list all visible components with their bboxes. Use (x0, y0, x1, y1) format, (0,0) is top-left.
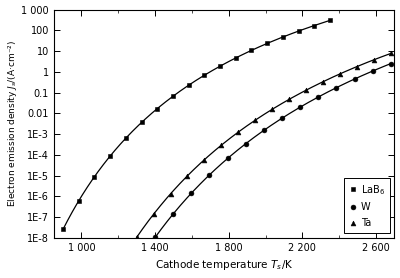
W (280, 116, 284, 120)
Ta (134, 236, 139, 239)
Ta (321, 80, 326, 83)
LaB$_6$ (218, 64, 222, 68)
LaB$_6$ (265, 42, 270, 45)
LaB$_6$ (108, 154, 112, 158)
LaB$_6$ (92, 175, 97, 178)
LaB$_6$ (155, 107, 160, 110)
W (388, 62, 393, 65)
Ta (219, 143, 224, 147)
LaB$_6$ (202, 74, 207, 77)
Ta (236, 130, 241, 134)
Ta (168, 192, 173, 195)
Line: LaB$_6$: LaB$_6$ (60, 18, 332, 232)
Ta (354, 65, 359, 68)
W (153, 236, 158, 239)
Legend: LaB$_6$, W, Ta: LaB$_6$, W, Ta (344, 178, 390, 233)
Ta (287, 98, 292, 101)
LaB$_6$ (280, 35, 285, 39)
LaB$_6$ (328, 19, 332, 22)
Ta (151, 212, 156, 216)
LaB$_6$ (233, 56, 238, 59)
LaB$_6$ (186, 84, 191, 87)
LaB$_6$ (312, 24, 317, 27)
LaB$_6$ (61, 228, 66, 231)
W (334, 86, 339, 89)
W (189, 192, 194, 195)
Line: W: W (153, 61, 393, 240)
W (370, 70, 375, 73)
Line: Ta: Ta (134, 51, 393, 240)
W (243, 142, 248, 145)
LaB$_6$ (296, 29, 301, 33)
W (316, 95, 321, 99)
X-axis label: Cathode temperature $T_s$/K: Cathode temperature $T_s$/K (155, 259, 293, 272)
Ta (304, 88, 308, 92)
Ta (372, 58, 376, 61)
W (262, 129, 266, 132)
LaB$_6$ (170, 95, 175, 98)
Ta (253, 118, 258, 122)
Ta (185, 174, 190, 177)
W (207, 173, 212, 177)
Ta (202, 158, 207, 161)
LaB$_6$ (124, 136, 128, 140)
LaB$_6$ (249, 49, 254, 52)
Y-axis label: Electron emission density $J_s$/(A·cm⁻²): Electron emission density $J_s$/(A·cm⁻²) (6, 40, 18, 207)
W (352, 77, 357, 81)
LaB$_6$ (139, 121, 144, 124)
W (298, 105, 302, 109)
Ta (338, 72, 342, 76)
W (225, 157, 230, 160)
LaB$_6$ (76, 199, 81, 202)
Ta (388, 52, 393, 55)
Ta (270, 108, 274, 111)
W (171, 212, 176, 215)
